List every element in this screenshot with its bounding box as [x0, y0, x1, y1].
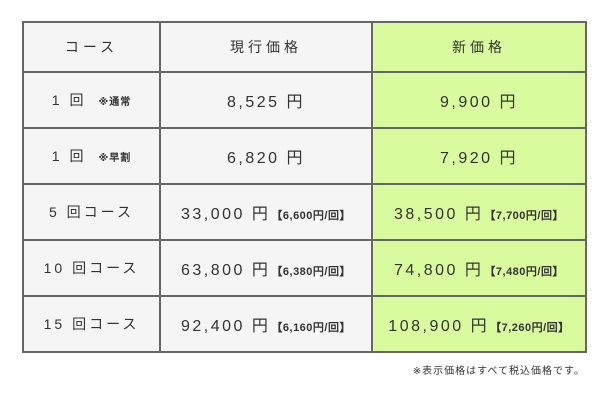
current-price: 8,525 円	[227, 94, 305, 111]
new-price: 108,900 円	[388, 318, 490, 335]
course-cell: 5 回コース	[22, 183, 161, 241]
table-row: 1 回 ※早割 6,820 円 7,920 円	[22, 127, 587, 185]
new-price-cell: 9,900 円	[371, 71, 587, 129]
current-price: 33,000 円	[181, 206, 271, 223]
header-row: コース 現行価格 新価格	[22, 21, 587, 73]
course-cell: 10 回コース	[22, 239, 161, 297]
col-header-course: コース	[22, 21, 161, 73]
current-price-cell: 63,800 円【6,380円/回】	[159, 239, 373, 297]
new-price-cell: 108,900 円【7,260円/回】	[371, 295, 587, 353]
new-price-per-session: 【7,480円/回】	[484, 266, 564, 278]
course-label: 1 回	[51, 92, 87, 108]
tax-included-note: ※表示価格はすべて税込価格です。	[412, 366, 585, 377]
new-price-per-session: 【7,700円/回】	[484, 210, 564, 222]
table-row: 10 回コース 63,800 円【6,380円/回】 74,800 円【7,48…	[22, 239, 587, 297]
table-row: 15 回コース 92,400 円【6,160円/回】 108,900 円【7,2…	[22, 295, 587, 353]
current-price-per-session: 【6,380円/回】	[271, 266, 351, 278]
current-price-cell: 8,525 円	[159, 71, 373, 129]
current-price: 63,800 円	[181, 262, 271, 279]
new-price: 7,920 円	[440, 150, 518, 167]
current-price-per-session: 【6,600円/回】	[271, 210, 351, 222]
new-price-cell: 7,920 円	[371, 127, 587, 185]
course-note: ※早割	[98, 153, 132, 164]
course-cell: 1 回 ※早割	[22, 127, 161, 185]
course-cell: 1 回 ※通常	[22, 71, 161, 129]
current-price-cell: 6,820 円	[159, 127, 373, 185]
col-header-new-price: 新価格	[371, 21, 587, 73]
course-cell: 15 回コース	[22, 295, 161, 353]
current-price-per-session: 【6,160円/回】	[271, 322, 351, 334]
new-price: 74,800 円	[394, 262, 484, 279]
course-note: ※通常	[98, 97, 132, 108]
course-label: 1 回	[51, 148, 87, 164]
new-price-per-session: 【7,260円/回】	[490, 322, 570, 334]
new-price: 38,500 円	[394, 206, 484, 223]
new-price: 9,900 円	[440, 94, 518, 111]
course-label: 10 回コース	[43, 260, 140, 276]
current-price-cell: 92,400 円【6,160円/回】	[159, 295, 373, 353]
current-price: 6,820 円	[227, 150, 305, 167]
price-table: コース 現行価格 新価格 1 回 ※通常 8,525 円 9,900 円 1 回 ※…	[22, 21, 587, 353]
course-label: 15 回コース	[43, 316, 140, 332]
col-header-current-price: 現行価格	[159, 21, 373, 73]
table-row: 5 回コース 33,000 円【6,600円/回】 38,500 円【7,700…	[22, 183, 587, 241]
table-row: 1 回 ※通常 8,525 円 9,900 円	[22, 71, 587, 129]
price-table-container: コース 現行価格 新価格 1 回 ※通常 8,525 円 9,900 円 1 回 ※…	[22, 21, 587, 377]
course-label: 5 回コース	[49, 204, 134, 220]
new-price-cell: 74,800 円【7,480円/回】	[371, 239, 587, 297]
current-price-cell: 33,000 円【6,600円/回】	[159, 183, 373, 241]
current-price: 92,400 円	[181, 318, 271, 335]
new-price-cell: 38,500 円【7,700円/回】	[371, 183, 587, 241]
